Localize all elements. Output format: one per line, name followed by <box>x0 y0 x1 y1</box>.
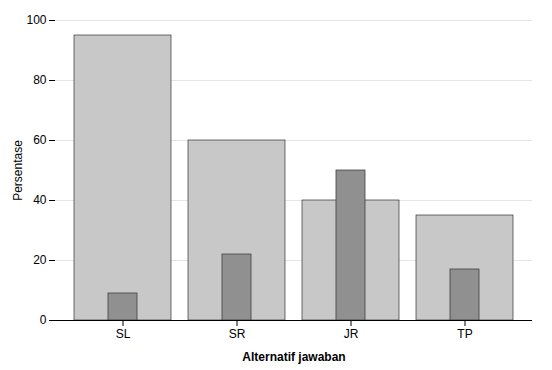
svg-text:SR: SR <box>229 327 246 341</box>
svg-text:100: 100 <box>26 13 46 27</box>
svg-text:0: 0 <box>40 313 47 327</box>
svg-text:80: 80 <box>33 73 47 87</box>
svg-text:Alternatif jawaban: Alternatif jawaban <box>242 350 345 364</box>
svg-text:TP: TP <box>457 327 472 341</box>
svg-text:60: 60 <box>33 133 47 147</box>
svg-text:40: 40 <box>33 193 47 207</box>
svg-text:SL: SL <box>116 327 131 341</box>
svg-text:JR: JR <box>344 327 359 341</box>
svg-text:Persentase: Persentase <box>11 140 25 201</box>
svg-text:20: 20 <box>33 253 47 267</box>
